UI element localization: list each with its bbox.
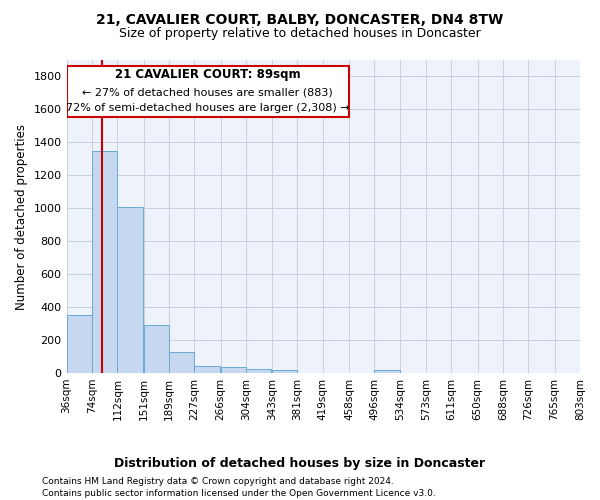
Text: Size of property relative to detached houses in Doncaster: Size of property relative to detached ho… <box>119 28 481 40</box>
Text: ← 27% of detached houses are smaller (883): ← 27% of detached houses are smaller (88… <box>82 88 333 98</box>
Bar <box>92 152 118 373</box>
Bar <box>143 325 169 373</box>
Text: 21, CAVALIER COURT, BALBY, DONCASTER, DN4 8TW: 21, CAVALIER COURT, BALBY, DONCASTER, DN… <box>97 12 503 26</box>
Bar <box>272 370 298 373</box>
Text: 72% of semi-detached houses are larger (2,308) →: 72% of semi-detached houses are larger (… <box>66 102 350 113</box>
Bar <box>246 369 271 373</box>
Text: Contains public sector information licensed under the Open Government Licence v3: Contains public sector information licen… <box>42 489 436 498</box>
Bar <box>118 206 143 373</box>
Text: Contains HM Land Registry data © Crown copyright and database right 2024.: Contains HM Land Registry data © Crown c… <box>42 478 394 486</box>
Bar <box>221 367 246 373</box>
Text: 21 CAVALIER COURT: 89sqm: 21 CAVALIER COURT: 89sqm <box>115 68 301 82</box>
Bar <box>374 370 400 373</box>
Bar <box>194 366 220 373</box>
FancyBboxPatch shape <box>67 66 349 117</box>
Y-axis label: Number of detached properties: Number of detached properties <box>15 124 28 310</box>
Bar <box>169 352 194 373</box>
Bar <box>67 314 92 373</box>
Text: Distribution of detached houses by size in Doncaster: Distribution of detached houses by size … <box>115 458 485 470</box>
